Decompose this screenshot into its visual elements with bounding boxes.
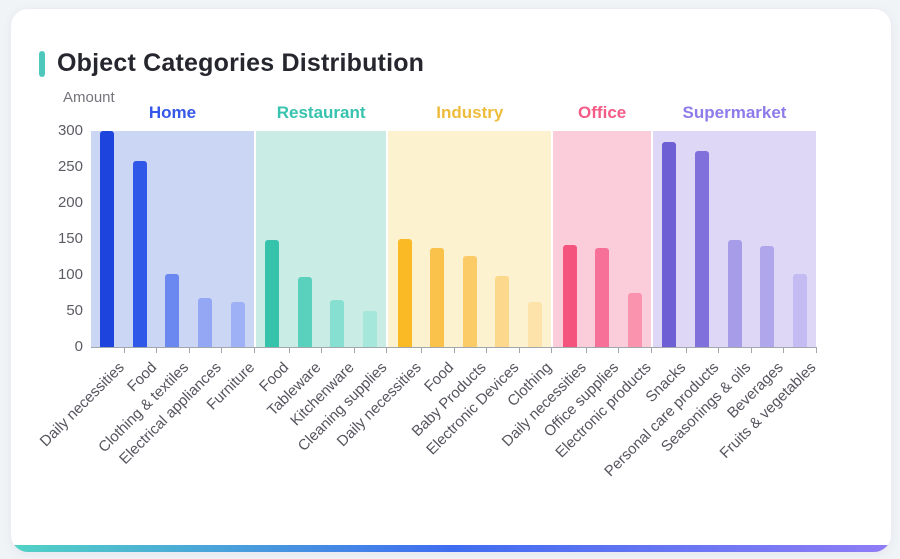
bar-slot: Snacks [643, 131, 689, 406]
group-band-home: Home Daily necessities Food Clothing & text… [36, 103, 258, 468]
x-axis-label: Daily necessities [36, 359, 128, 451]
bar[interactable] [397, 239, 412, 347]
x-axis-label: Snacks [642, 359, 690, 406]
bar[interactable] [694, 151, 709, 347]
x-axis-label: Tableware [264, 359, 325, 420]
x-axis-label: Furniture [203, 359, 258, 414]
x-axis-label: Food [123, 359, 160, 396]
bar[interactable] [760, 246, 775, 347]
bar-slot: Daily necessities [334, 131, 425, 450]
bar[interactable] [662, 141, 677, 347]
bar-slot: Clothing & textiles [96, 131, 193, 456]
group-label: Restaurant [276, 103, 366, 122]
y-tick-label: 50 [66, 302, 83, 320]
bar-slot: Food [421, 131, 457, 395]
x-axis-label: Clothing [504, 359, 556, 410]
x-axis-label: Electronic Devices [423, 359, 523, 459]
x-axis-label: Kitchenware [287, 359, 358, 430]
group-band-supermarket: Supermarket Snacks Personal care products S… [601, 103, 820, 480]
x-axis-label: Fruits & vegetables [716, 359, 820, 462]
y-tick-label: 200 [57, 194, 83, 212]
group-label: Home [148, 103, 197, 122]
group-label: Industry [436, 103, 504, 122]
y-axis: 0 50 100 150 200 250 300 [27, 122, 83, 355]
title-accent-bar [39, 50, 45, 77]
x-axis-label: Baby Products [408, 359, 490, 441]
bar-slot: Electrical appliances [116, 131, 225, 468]
bar[interactable] [495, 275, 510, 347]
group-band-office: Office Daily necessities Office supplies El… [499, 103, 655, 461]
title-row: Object Categories Distribution [39, 49, 424, 78]
y-tick-label: 300 [57, 122, 83, 139]
bar[interactable] [430, 247, 445, 347]
group-band-industry: Industry Daily necessities Food Baby Produc… [334, 103, 555, 458]
x-axis-label: Electrical appliances [116, 359, 226, 468]
bar-slot: Electronic Devices [423, 131, 522, 458]
bar[interactable] [527, 302, 542, 347]
x-axis-label: Office supplies [540, 359, 623, 441]
bar[interactable] [792, 274, 807, 347]
bar[interactable] [363, 311, 378, 347]
bar-slot: Food [124, 131, 160, 395]
bar-slot: Cleaning supplies [294, 131, 390, 455]
bar[interactable] [627, 293, 642, 347]
bar[interactable] [198, 298, 213, 347]
chart-card: Object Categories Distribution Amount 0 5… [10, 8, 892, 553]
bar-slot: Daily necessities [36, 131, 127, 450]
x-axis-label: Food [256, 359, 293, 396]
footer-gradient-bar [11, 545, 891, 552]
x-axis-label: Food [421, 359, 458, 396]
bar-slot: Kitchenware [287, 131, 357, 429]
x-axis-label: Daily necessities [333, 359, 425, 451]
group-band-restaurant: Restaurant Food Tableware Kitchenware Cleani… [255, 103, 390, 455]
bar-slot: Furniture [203, 131, 258, 413]
x-axis-label: Clothing & textiles [95, 359, 193, 456]
x-axis-label: Personal care products [600, 359, 722, 481]
bar-slot: Personal care products [601, 131, 722, 480]
y-tick-label: 100 [57, 266, 83, 284]
bar[interactable] [297, 277, 312, 347]
group-label: Supermarket [682, 103, 787, 122]
y-tick-label: 150 [57, 230, 83, 247]
y-tick-label: 0 [74, 338, 83, 355]
bar[interactable] [462, 256, 477, 347]
bar-slot: Seasonings & oils [658, 131, 755, 455]
bar[interactable] [727, 240, 742, 347]
bar[interactable] [330, 300, 345, 347]
x-axis-label: Daily necessities [498, 359, 590, 451]
y-tick-label: 250 [57, 158, 83, 175]
y-axis-title: Amount [63, 89, 115, 106]
chart-title: Object Categories Distribution [57, 49, 425, 77]
group-label: Office [578, 103, 627, 122]
bar-slot: Office supplies [541, 131, 622, 440]
bar-slot: Daily necessities [499, 131, 590, 450]
bar-slot: Tableware [264, 131, 325, 419]
bar-slot: Clothing [504, 131, 555, 410]
bar-slot: Baby Products [409, 131, 490, 440]
bar-slot: Fruits & vegetables [717, 131, 820, 462]
bar[interactable] [165, 273, 180, 347]
x-axis-label: Cleaning supplies [294, 359, 391, 455]
bar[interactable] [132, 161, 147, 347]
x-axis-label: Beverages [724, 359, 788, 422]
bar[interactable] [100, 131, 115, 347]
x-axis-label: Seasonings & oils [658, 359, 755, 456]
bar-slot: Beverages [724, 131, 787, 422]
bar[interactable] [265, 240, 280, 347]
plot-area: Home Daily necessities Food Clothing & text… [36, 103, 820, 480]
bar[interactable] [595, 247, 610, 347]
bar-slot: Electronic products [553, 131, 655, 461]
x-axis-label: Electronic products [552, 359, 655, 462]
bar[interactable] [230, 301, 245, 347]
bar-slot: Food [256, 131, 292, 395]
bar[interactable] [562, 244, 577, 347]
